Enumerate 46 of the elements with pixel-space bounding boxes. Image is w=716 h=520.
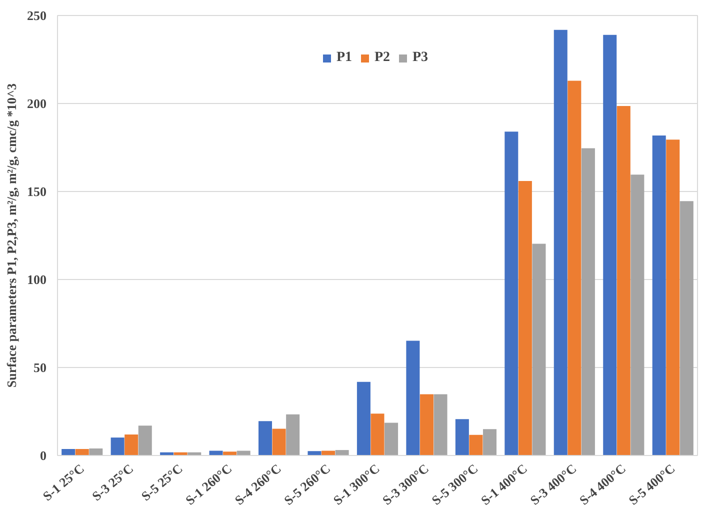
legend-label: P3 <box>412 50 430 66</box>
y-tick-label: 200 <box>27 96 46 111</box>
bar <box>581 148 595 456</box>
bar <box>384 422 398 456</box>
y-tick-label: 0 <box>40 448 46 463</box>
bar <box>666 140 680 456</box>
bar <box>680 201 694 456</box>
bar <box>335 450 349 456</box>
bar <box>434 394 448 456</box>
bar <box>62 448 76 456</box>
bar <box>236 450 250 456</box>
bar <box>138 426 152 456</box>
bar <box>110 438 124 456</box>
bar <box>652 136 666 456</box>
bar <box>568 80 582 456</box>
bar <box>286 414 300 456</box>
bar <box>272 428 286 456</box>
bar <box>356 382 370 456</box>
bar <box>406 340 420 456</box>
bar <box>223 452 237 456</box>
bar <box>616 106 630 456</box>
y-tick-label: 150 <box>27 184 46 199</box>
bar <box>482 429 496 456</box>
bar <box>504 132 518 456</box>
bar <box>308 451 322 456</box>
y-tick-label: 100 <box>27 272 46 287</box>
bar <box>124 434 138 456</box>
bar <box>370 414 384 456</box>
bar <box>518 180 532 456</box>
legend-label: P1 <box>336 50 354 66</box>
bar <box>258 421 272 456</box>
bar <box>89 448 103 456</box>
y-tick-label: 250 <box>27 8 46 23</box>
bar <box>554 30 568 456</box>
bar <box>603 34 617 456</box>
bar <box>630 174 644 456</box>
bar <box>532 244 546 456</box>
y-axis-title: Surface parameters P1, P2,P3, m²/g, m²/g, cmc/g *10^3 <box>4 82 19 388</box>
bar <box>469 434 483 456</box>
y-tick-label: 50 <box>34 360 46 375</box>
legend-label: P2 <box>374 50 392 66</box>
bar <box>420 394 434 456</box>
bar <box>322 450 336 456</box>
bar <box>209 450 223 456</box>
bar <box>75 448 89 456</box>
bar <box>455 419 469 456</box>
